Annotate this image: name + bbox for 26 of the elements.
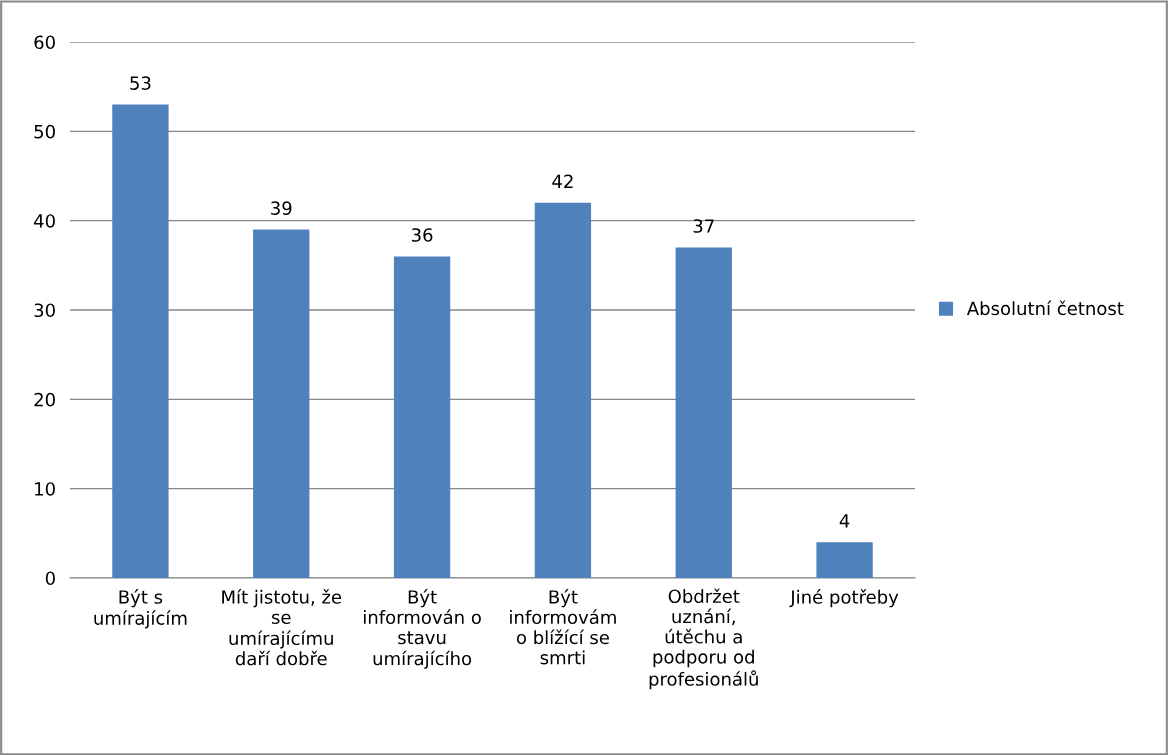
- data-label: 36: [411, 228, 433, 242]
- legend-label: Absolutní četnost: [966, 300, 1124, 316]
- x-tick-label: Obdržet uznání, útěchu a podporu od profesionálů: [649, 588, 758, 690]
- bar: [675, 247, 732, 578]
- x-tick-label: Mít jistotu, že se umírajícímu daří dobře: [222, 589, 342, 666]
- y-tick-label: 50: [34, 124, 55, 139]
- data-label: 53: [130, 76, 151, 90]
- data-label: 37: [693, 219, 714, 233]
- bar: [534, 202, 592, 578]
- bar: [816, 542, 873, 578]
- y-tick-label: 30: [34, 303, 55, 318]
- data-label: 39: [271, 201, 292, 215]
- y-tick-label: 60: [34, 35, 55, 50]
- bar: [253, 229, 310, 578]
- x-tick-label: Být s umírajícím: [94, 589, 187, 629]
- y-tick-label: 0: [45, 571, 55, 586]
- y-tick-label: 10: [35, 482, 55, 496]
- data-label: 42: [552, 174, 573, 188]
- x-tick-label: Jiné potřeby: [789, 589, 899, 608]
- bar: [393, 256, 451, 578]
- y-tick-label: 40: [34, 214, 55, 228]
- x-tick-label: Být informován o stavu umírajícího: [363, 589, 481, 669]
- x-tick-label: Být informovám o blížící se smrti: [510, 589, 616, 665]
- data-label: 4: [839, 514, 850, 528]
- bar: [112, 104, 169, 578]
- y-tick-label: 20: [34, 392, 55, 407]
